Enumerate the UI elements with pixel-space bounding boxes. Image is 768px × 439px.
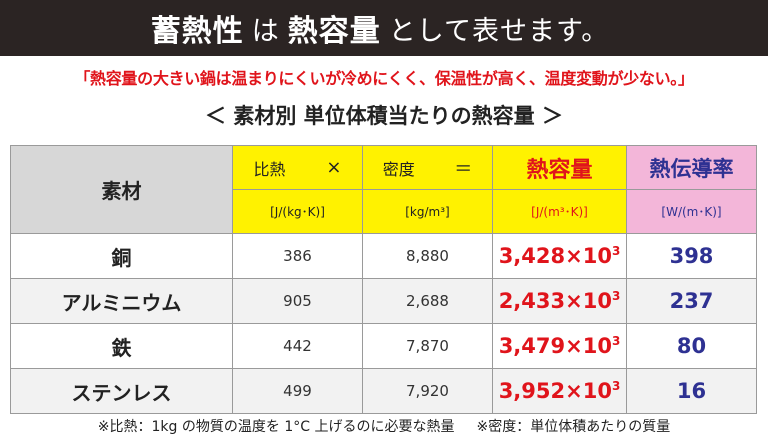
heat-capacity-unit: [J/(m³･K)] xyxy=(492,189,627,234)
heat-capacity-label: 熱容量 xyxy=(526,157,593,183)
heat-capacity-header: 熱容量 xyxy=(492,145,627,190)
table-row: 鉄 442 7,870 3,479×103 80 xyxy=(10,323,757,369)
conductivity-value: 237 xyxy=(626,278,757,324)
table-row: アルミニウム 905 2,688 2,433×103 237 xyxy=(10,278,757,324)
specific-heat-label: 比熱 xyxy=(253,159,286,179)
material-column-header: 素材 xyxy=(10,145,233,234)
specific-heat-header: 比熱 × xyxy=(232,145,363,190)
heat-capacity-exponent: 3 xyxy=(611,379,621,393)
conductivity-header: 熱伝導率 xyxy=(626,145,757,190)
footnote-specific-heat: ※比熱：1kg の物質の温度を 1°C 上げるのに必要な熱量 xyxy=(97,419,455,435)
density-header: 密度 ＝ xyxy=(362,145,493,190)
table-heading: ＜ 素材別 単位体積当たりの熱容量 ＞ xyxy=(205,104,563,128)
material-name: 銅 xyxy=(10,233,233,279)
summary-quote: 「熱容量の大きい鍋は温まりにくいが冷めにくく、保温性が高く、温度変動が少ない。」 xyxy=(74,69,694,88)
specific-heat-unit: [J/(kg･K)] xyxy=(232,189,363,234)
heat-capacity-mantissa: 3,479×10 xyxy=(498,334,612,358)
banner-tail: として表せます。 xyxy=(388,15,610,47)
heat-capacity-value: 3,952×103 xyxy=(492,368,627,414)
material-name: ステンレス xyxy=(10,368,233,414)
specific-heat-value: 499 xyxy=(232,368,363,414)
heat-capacity-value: 3,428×103 xyxy=(492,233,627,279)
heat-capacity-value: 2,433×103 xyxy=(492,278,627,324)
conductivity-label: 熱伝導率 xyxy=(649,156,734,181)
equals-symbol: ＝ xyxy=(454,158,473,180)
footnotes: ※比熱：1kg の物質の温度を 1°C 上げるのに必要な熱量 ※密度：単位体積あ… xyxy=(0,415,768,437)
banner-term1: 蓄熱性 xyxy=(150,14,244,49)
specific-heat-value: 442 xyxy=(232,323,363,369)
material-name: 鉄 xyxy=(10,323,233,369)
table-header-row: 素材 比熱 × 密度 ＝ 熱容量 熱伝導率 xyxy=(10,145,757,234)
conductivity-value: 80 xyxy=(626,323,757,369)
heat-capacity-exponent: 3 xyxy=(611,289,621,303)
table-unit-row: [J/(kg･K)] [kg/m³] [J/(m³･K)] [W/(m･K)] xyxy=(11,189,757,234)
table-row: 銅 386 8,880 3,428×103 398 xyxy=(10,233,757,279)
heat-capacity-exponent: 3 xyxy=(611,244,621,258)
density-label: 密度 xyxy=(382,159,415,179)
conductivity-value: 398 xyxy=(626,233,757,279)
density-value: 2,688 xyxy=(362,278,493,324)
heat-capacity-mantissa: 2,433×10 xyxy=(498,289,612,313)
conductivity-unit: [W/(m･K)] xyxy=(626,189,757,234)
density-unit: [kg/m³] xyxy=(362,189,493,234)
banner-joiner: は xyxy=(251,15,280,47)
density-value: 8,880 xyxy=(362,233,493,279)
conductivity-value: 16 xyxy=(626,368,757,414)
table-row: ステンレス 499 7,920 3,952×103 16 xyxy=(10,368,757,414)
heat-capacity-exponent: 3 xyxy=(611,334,621,348)
heat-capacity-value: 3,479×103 xyxy=(492,323,627,369)
footnote-density: ※密度：単位体積あたりの質量 xyxy=(476,419,671,435)
times-symbol: × xyxy=(326,157,342,178)
material-table: 素材 比熱 × 密度 ＝ 熱容量 熱伝導率 [J/(kg･K)] [kg/m³]… xyxy=(10,145,757,414)
specific-heat-value: 386 xyxy=(232,233,363,279)
density-value: 7,870 xyxy=(362,323,493,369)
title-banner: 蓄熱性 は 熱容量 として表せます。 xyxy=(0,0,768,56)
specific-heat-value: 905 xyxy=(232,278,363,324)
material-name: アルミニウム xyxy=(10,278,233,324)
banner-term2: 熱容量 xyxy=(287,14,381,49)
density-value: 7,920 xyxy=(362,368,493,414)
heat-capacity-mantissa: 3,952×10 xyxy=(498,379,612,403)
heat-capacity-mantissa: 3,428×10 xyxy=(498,244,612,268)
